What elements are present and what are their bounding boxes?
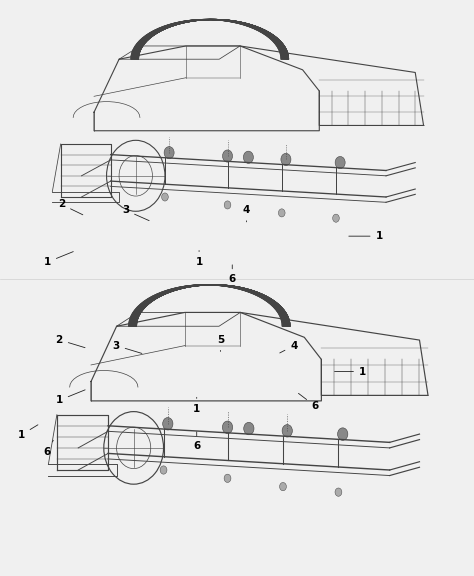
Circle shape: [222, 150, 233, 162]
Circle shape: [160, 466, 167, 474]
Circle shape: [162, 193, 168, 201]
Circle shape: [224, 474, 231, 483]
Text: 3: 3: [112, 340, 142, 354]
Circle shape: [244, 422, 254, 435]
Text: 1: 1: [55, 390, 85, 406]
Circle shape: [333, 214, 339, 222]
Circle shape: [335, 157, 345, 169]
Text: 6: 6: [44, 440, 53, 457]
Circle shape: [163, 418, 173, 430]
Text: 4: 4: [243, 205, 250, 222]
Text: 2: 2: [55, 335, 85, 348]
Text: 1: 1: [335, 366, 366, 377]
Circle shape: [335, 488, 342, 497]
Text: 1: 1: [44, 252, 73, 267]
Text: 6: 6: [193, 432, 201, 452]
Text: 1: 1: [193, 397, 201, 414]
Circle shape: [224, 201, 231, 209]
Circle shape: [281, 153, 291, 165]
Text: 2: 2: [58, 199, 83, 215]
Text: 1: 1: [349, 231, 383, 241]
Text: 1: 1: [18, 425, 38, 440]
Text: 5: 5: [217, 335, 224, 351]
Circle shape: [280, 483, 286, 491]
Circle shape: [222, 421, 233, 434]
Circle shape: [282, 425, 292, 437]
Text: 1: 1: [195, 251, 203, 267]
Text: 6: 6: [228, 265, 236, 285]
Circle shape: [243, 151, 254, 164]
Text: 3: 3: [122, 205, 149, 221]
Circle shape: [337, 428, 348, 440]
Text: 4: 4: [280, 340, 298, 353]
Text: 6: 6: [299, 393, 319, 411]
Circle shape: [278, 209, 285, 217]
Circle shape: [164, 146, 174, 159]
